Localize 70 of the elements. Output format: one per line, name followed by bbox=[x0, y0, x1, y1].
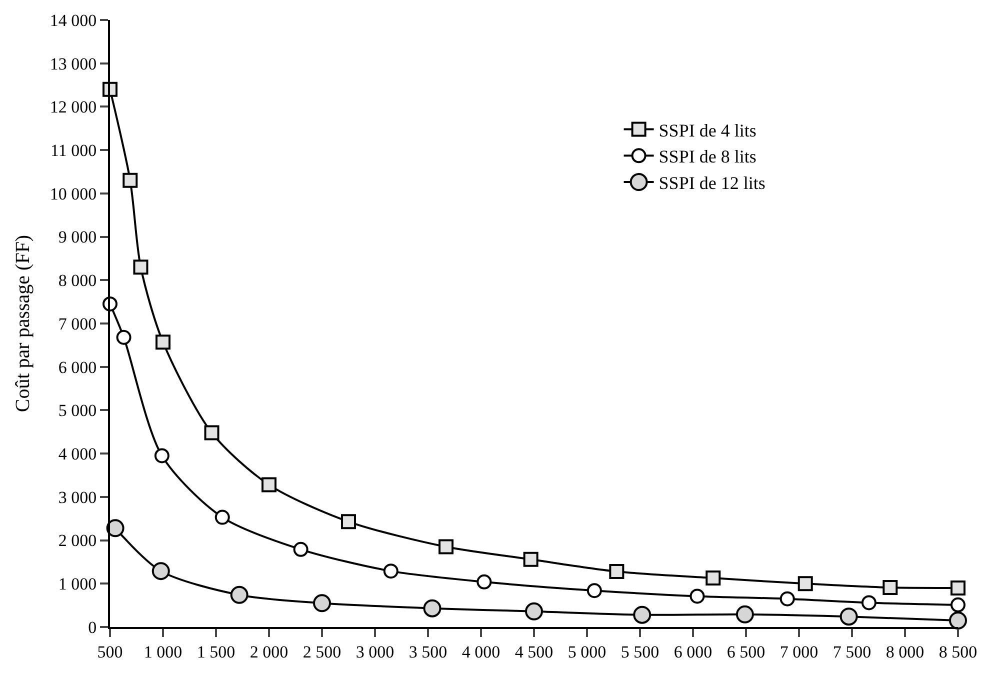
point bbox=[154, 448, 170, 464]
point bbox=[152, 562, 170, 580]
point bbox=[609, 564, 624, 579]
point bbox=[204, 425, 220, 440]
point bbox=[950, 580, 966, 596]
x-tick-label: 4 500 bbox=[514, 642, 554, 662]
y-tick-label: 9 000 bbox=[58, 228, 97, 247]
y-tick-label: 0 bbox=[88, 618, 97, 637]
point bbox=[736, 605, 754, 624]
point bbox=[106, 519, 124, 538]
y-tick-label: 11 000 bbox=[50, 141, 97, 160]
point bbox=[690, 588, 705, 604]
x-tick-label: 3 000 bbox=[356, 642, 394, 662]
point bbox=[293, 542, 308, 557]
x-tick-label: 3 500 bbox=[408, 642, 448, 662]
y-tick-label: 10 000 bbox=[50, 184, 97, 204]
point bbox=[523, 552, 538, 567]
point bbox=[230, 586, 248, 604]
x-tick-label: 1 000 bbox=[144, 642, 182, 662]
x-tick-label: 1 500 bbox=[196, 642, 236, 662]
point bbox=[780, 591, 795, 606]
y-tick-label: 2 000 bbox=[58, 531, 97, 550]
y-tick-label: 13 000 bbox=[50, 54, 97, 74]
x-tick-label: 6 500 bbox=[726, 642, 766, 662]
y-tick-label: 3 000 bbox=[58, 488, 97, 507]
x-tick-label: 500 bbox=[97, 642, 123, 662]
x-tick-label: 2 500 bbox=[302, 642, 342, 662]
point bbox=[950, 597, 966, 612]
point bbox=[798, 576, 813, 592]
x-tick-label: 8 500 bbox=[938, 642, 978, 662]
x-tick-label: 7 000 bbox=[780, 642, 818, 662]
point bbox=[706, 570, 721, 586]
point bbox=[476, 574, 492, 590]
point bbox=[586, 583, 602, 598]
x-tick-label: 5 000 bbox=[568, 642, 606, 662]
y-tick-label: 7 000 bbox=[58, 314, 97, 334]
legend-label: SSPI de 12 lits bbox=[658, 173, 766, 194]
point bbox=[262, 477, 276, 492]
point bbox=[438, 539, 454, 554]
x-tick-label: 2 000 bbox=[250, 642, 288, 662]
point bbox=[313, 594, 331, 612]
point bbox=[525, 602, 543, 620]
y-tick-label: 5 000 bbox=[58, 401, 97, 420]
point bbox=[882, 580, 898, 596]
point bbox=[156, 334, 170, 350]
point bbox=[861, 595, 876, 610]
x-tick-label: 6 000 bbox=[674, 642, 712, 662]
point bbox=[116, 330, 132, 345]
point bbox=[423, 599, 442, 618]
x-tick-label: 5 500 bbox=[620, 642, 660, 662]
x-tick-label: 4 000 bbox=[462, 642, 500, 662]
point bbox=[133, 260, 148, 275]
point bbox=[341, 514, 356, 530]
point bbox=[949, 612, 967, 630]
point bbox=[214, 510, 230, 525]
legend-label: SSPI de 8 lits bbox=[658, 146, 756, 167]
y-tick-label: 12 000 bbox=[50, 98, 97, 117]
y-tick-label: 8 000 bbox=[58, 271, 97, 290]
y-tick-label: 1 000 bbox=[58, 574, 97, 594]
point bbox=[122, 172, 138, 188]
legend-label: SSPI de 4 lits bbox=[658, 120, 756, 140]
x-tick-label: 8 000 bbox=[886, 642, 924, 662]
y-tick-label: 4 000 bbox=[58, 444, 97, 464]
y-axis-title: Coût par passage (FF) bbox=[12, 234, 34, 412]
point bbox=[633, 606, 652, 624]
y-tick-label: 6 000 bbox=[58, 358, 97, 377]
point bbox=[840, 608, 858, 626]
y-tick-label: 14 000 bbox=[50, 10, 97, 30]
point bbox=[383, 564, 398, 579]
x-tick-label: 7 500 bbox=[832, 642, 872, 662]
